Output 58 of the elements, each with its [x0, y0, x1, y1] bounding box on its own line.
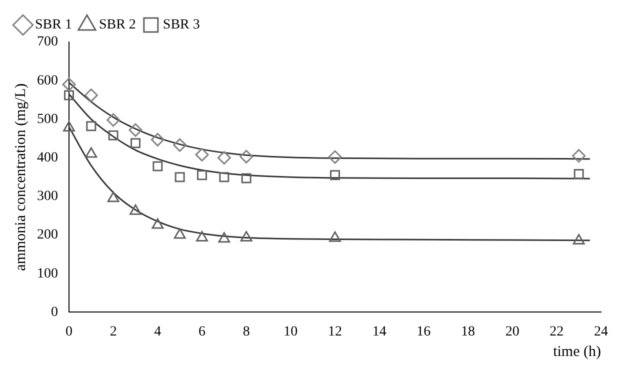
x-axis-title: time (h)	[553, 344, 601, 360]
point	[195, 148, 209, 162]
point	[574, 169, 584, 180]
legend-label: SBR 1	[35, 18, 72, 33]
x-tick-label: 0	[66, 324, 72, 340]
point	[130, 204, 142, 215]
legend-label: SBR 2	[98, 18, 136, 33]
point	[219, 172, 230, 182]
point	[329, 231, 341, 242]
point	[84, 88, 98, 102]
point	[152, 218, 164, 229]
point	[86, 121, 96, 132]
y-tick-label: 300	[37, 189, 58, 204]
point	[217, 151, 231, 165]
point	[218, 232, 230, 243]
y-tick-label: 400	[37, 150, 58, 166]
point	[241, 173, 252, 184]
x-tick-label: 24	[594, 324, 608, 340]
point	[173, 138, 187, 152]
x-tick-label: 20	[505, 324, 520, 340]
point	[197, 170, 207, 180]
point	[130, 138, 140, 148]
y-tick-label: 500	[37, 112, 58, 127]
x-tick-label: 2	[110, 324, 117, 340]
point	[174, 228, 186, 239]
point	[128, 123, 142, 137]
y-tick-label: 600	[37, 73, 58, 88]
point	[572, 234, 585, 245]
x-tick-label: 6	[198, 324, 206, 340]
point	[174, 172, 185, 182]
point	[64, 90, 74, 100]
point	[572, 149, 586, 163]
x-tick-label: 8	[242, 324, 250, 340]
y-axis-title: ammonia concentration (mg/L)	[12, 83, 29, 271]
point	[62, 78, 76, 92]
x-tick-label: 14	[372, 324, 386, 340]
y-tick-label: 100	[37, 266, 58, 282]
x-tick-label: 16	[416, 324, 431, 340]
point	[196, 230, 208, 242]
point	[152, 161, 163, 172]
point	[240, 230, 252, 242]
point	[328, 150, 342, 164]
x-tick-label: 4	[154, 324, 162, 340]
point	[150, 132, 164, 146]
y-tick-label: 0	[51, 304, 58, 320]
point	[85, 147, 98, 158]
point	[330, 170, 340, 180]
y-tick-label: 200	[37, 228, 58, 243]
point	[240, 150, 254, 164]
y-tick-label: 700	[37, 34, 58, 50]
x-tick-label: 18	[461, 324, 475, 340]
point	[108, 130, 118, 140]
x-tick-label: 22	[550, 324, 564, 340]
point	[106, 113, 120, 127]
x-tick-label: 12	[328, 324, 342, 340]
x-tick-label: 10	[284, 324, 298, 340]
point	[107, 192, 120, 202]
legend-label: SBR 3	[162, 18, 200, 33]
